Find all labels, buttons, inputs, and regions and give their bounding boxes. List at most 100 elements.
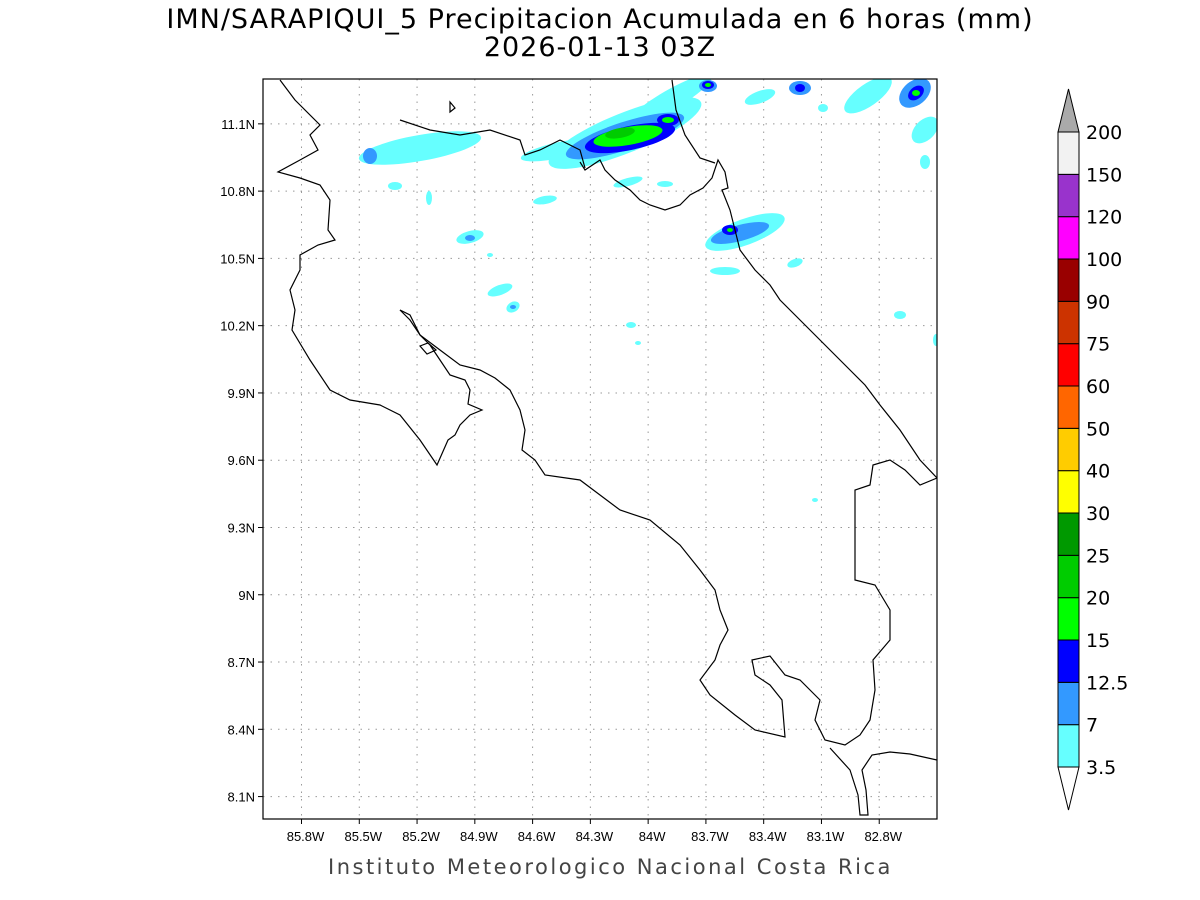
- precip-area: [510, 305, 516, 309]
- y-tick-label: 11.1N: [221, 117, 255, 132]
- precip-area: [710, 267, 740, 275]
- colorbar-label: 7: [1086, 715, 1098, 737]
- colorbar-swatch: [1057, 597, 1080, 641]
- y-tick-label: 10.8N: [220, 184, 255, 199]
- island: [449, 100, 456, 114]
- precip-area: [894, 311, 906, 319]
- colorbar-swatch: [1057, 131, 1080, 175]
- colorbar-label: 15: [1086, 630, 1110, 652]
- x-tick-label: 85.2W: [402, 829, 440, 844]
- colorbar-label: 100: [1086, 249, 1122, 271]
- precip-area: [727, 228, 733, 232]
- border-nicaragua-east: [671, 79, 716, 164]
- precip-area: [613, 176, 643, 188]
- x-tick-label: 84.3W: [576, 829, 614, 844]
- precip-area: [920, 155, 930, 169]
- precip-area: [744, 89, 776, 105]
- colorbar-swatch: [1057, 258, 1080, 302]
- plot-frame: [262, 78, 938, 820]
- colorbar-label: 90: [1086, 291, 1110, 313]
- precip-area: [787, 258, 803, 268]
- x-tick-label: 82.8W: [864, 829, 902, 844]
- precip-area: [626, 322, 636, 328]
- precip-field: [358, 79, 937, 502]
- coastline-caribbean: [579, 158, 937, 479]
- colorbar-label: 75: [1086, 334, 1110, 356]
- colorbar-swatch: [1057, 639, 1080, 683]
- precip-area: [911, 116, 937, 144]
- colorbar-label: 12.5: [1086, 672, 1128, 694]
- colorbar-swatch: [1057, 512, 1080, 556]
- colorbar-swatch: [1057, 343, 1080, 387]
- colorbar-label: 20: [1086, 588, 1110, 610]
- precip-area: [465, 235, 475, 241]
- colorbar-label: 120: [1086, 207, 1122, 229]
- coastline-pacific: [399, 309, 937, 746]
- colorbar-label: 40: [1086, 461, 1110, 483]
- coastlines: [276, 79, 937, 816]
- axes: 85.8W 85.5W 85.2W 84.9W 84.6W 84.3W 84W 83.7W 83…: [220, 117, 902, 844]
- colorbar-swatch: [1057, 216, 1080, 260]
- precip-area: [635, 341, 641, 345]
- precip-area: [388, 182, 402, 190]
- colorbar-label: 50: [1086, 418, 1110, 440]
- colorbar-label: 30: [1086, 503, 1110, 525]
- footer-credit: Instituto Meteorologico Nacional Costa R…: [328, 855, 893, 879]
- x-tick-label: 83.1W: [807, 829, 845, 844]
- precip-area: [487, 253, 493, 257]
- map-title: IMN/SARAPIQUI_5 Precipitacion Acumulada …: [166, 4, 1034, 35]
- colorbar-swatch: [1057, 681, 1080, 726]
- colorbar: 3.5 7 12.5 15 20 25 30 40 50 60 75 90 100 120 150 200: [1057, 88, 1128, 811]
- coastline-southeast: [829, 747, 937, 816]
- precip-area: [933, 334, 937, 346]
- colorbar-label: 3.5: [1086, 757, 1116, 779]
- coastline-nicaragua-lake: [276, 79, 484, 467]
- y-tick-label: 9.6N: [228, 453, 255, 468]
- y-tick-label: 10.5N: [220, 251, 255, 266]
- y-tick-label: 9N: [238, 588, 255, 603]
- colorbar-swatch: [1057, 427, 1080, 472]
- border-nicaragua: [399, 119, 586, 169]
- colorbar-label: 150: [1086, 164, 1122, 186]
- precip-area: [705, 83, 711, 87]
- colorbar-label: 60: [1086, 376, 1110, 398]
- colorbar-swatch: [1057, 470, 1080, 514]
- precip-area: [662, 117, 674, 123]
- gridlines: [263, 79, 937, 819]
- precip-area: [605, 127, 635, 139]
- precip-area: [818, 104, 828, 112]
- precip-area: [628, 79, 712, 126]
- colorbar-label: 25: [1086, 545, 1110, 567]
- colorbar-above-triangle: [1057, 88, 1080, 133]
- y-tick-label: 10.2N: [220, 319, 255, 334]
- precip-area: [844, 79, 892, 114]
- colorbar-swatch: [1057, 724, 1080, 768]
- x-tick-label: 83.7W: [691, 829, 729, 844]
- y-tick-label: 9.3N: [228, 520, 255, 535]
- precip-area: [363, 148, 377, 164]
- colorbar-below-triangle: [1057, 766, 1080, 811]
- precip-area: [358, 131, 482, 165]
- precip-area: [912, 90, 920, 96]
- x-tick-label: 83.4W: [749, 829, 787, 844]
- y-tick-label: 8.1N: [228, 790, 255, 805]
- precip-area: [533, 195, 557, 205]
- island: [418, 342, 438, 355]
- precip-area: [487, 283, 513, 297]
- x-tick-label: 84.9W: [460, 829, 498, 844]
- colorbar-label: 200: [1086, 122, 1122, 144]
- precip-area: [795, 84, 805, 92]
- y-tick-label: 9.9N: [228, 386, 255, 401]
- map-subtitle: 2026-01-13 03Z: [483, 32, 717, 63]
- precip-area: [426, 191, 432, 205]
- colorbar-swatch: [1057, 300, 1080, 345]
- precip-area: [710, 222, 770, 244]
- colorbar-swatch: [1057, 554, 1080, 599]
- x-tick-label: 85.8W: [287, 829, 325, 844]
- x-tick-label: 85.5W: [344, 829, 382, 844]
- y-tick-label: 8.7N: [228, 655, 255, 670]
- y-tick-label: 8.4N: [228, 722, 255, 737]
- precip-area: [812, 498, 818, 502]
- precip-area: [657, 181, 673, 187]
